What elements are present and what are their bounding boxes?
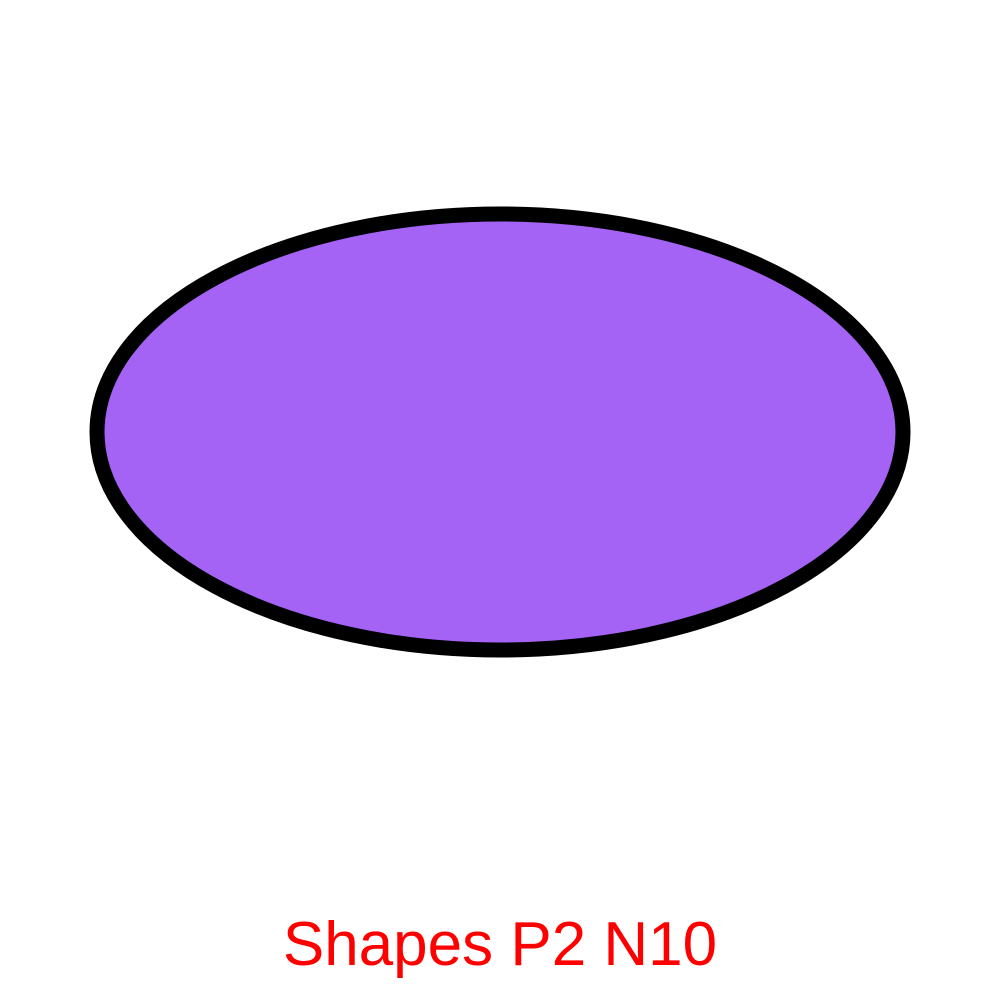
- caption-label: Shapes P2 N10: [282, 910, 718, 979]
- purple-ellipse: [89, 206, 911, 658]
